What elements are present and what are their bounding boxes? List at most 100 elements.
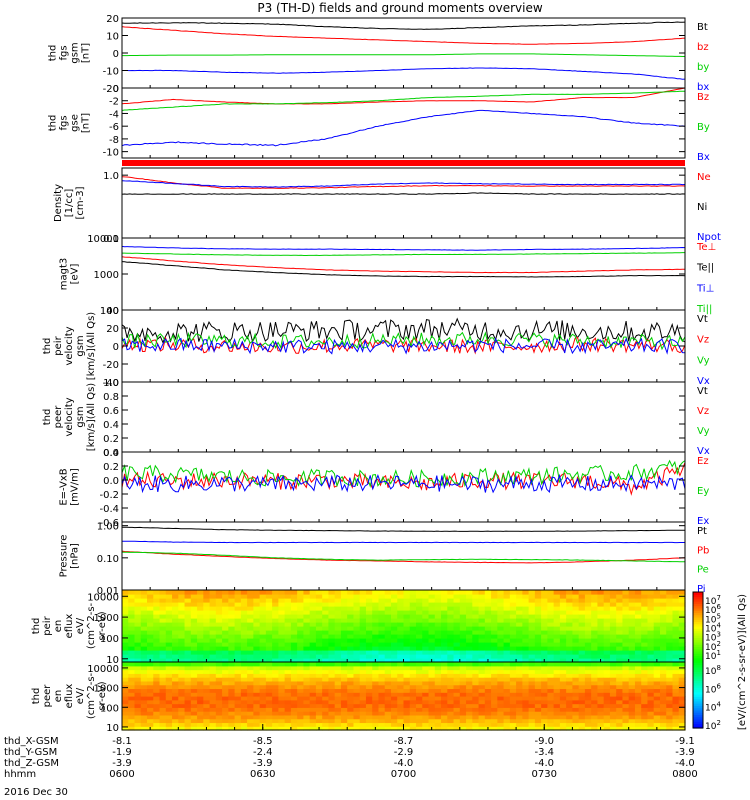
spectrogram-cell bbox=[147, 646, 154, 651]
spectrogram-cell bbox=[122, 622, 129, 627]
spectrogram-cell bbox=[566, 610, 573, 615]
spectrogram-cell bbox=[165, 606, 173, 611]
spectrogram-cell bbox=[240, 726, 248, 731]
spectrogram-cell bbox=[372, 673, 380, 678]
spectrogram-cell bbox=[290, 614, 298, 619]
spectrogram-cell bbox=[591, 634, 599, 639]
spectrogram-cell bbox=[359, 714, 367, 720]
spectrogram-cell bbox=[541, 665, 548, 671]
spectrogram-cell bbox=[147, 606, 154, 611]
spectrogram-cell bbox=[315, 630, 323, 635]
spectrogram-cell bbox=[147, 718, 154, 724]
spectrogram-cell bbox=[591, 606, 599, 611]
spectrogram-cell bbox=[272, 684, 279, 690]
spectrogram-cell bbox=[397, 650, 405, 655]
spectrogram-cell bbox=[122, 722, 129, 727]
spectrogram-cell bbox=[622, 626, 630, 631]
spectrogram-cell bbox=[303, 718, 311, 724]
spectrogram-cell bbox=[653, 703, 661, 708]
spectrogram-cell bbox=[303, 626, 311, 631]
spectrogram-cell bbox=[641, 622, 649, 627]
spectrogram-cell bbox=[459, 622, 467, 627]
spectrogram-cell bbox=[428, 692, 436, 697]
spectrogram-cell bbox=[534, 618, 542, 623]
spectrogram-cell bbox=[497, 594, 505, 599]
spectrogram-cell bbox=[315, 677, 323, 682]
spectrogram-cell bbox=[397, 618, 405, 623]
spectrogram-cell bbox=[215, 642, 223, 647]
spectrogram-cell bbox=[397, 606, 405, 611]
spectrogram-cell bbox=[172, 610, 179, 615]
spectrogram-cell bbox=[278, 606, 286, 611]
spectrogram-cell bbox=[284, 654, 292, 659]
spectrogram-cell bbox=[290, 699, 298, 705]
spectrogram-cell bbox=[472, 692, 480, 697]
spectrogram-cell bbox=[165, 722, 173, 727]
spectrogram-cell bbox=[134, 726, 142, 731]
spectrogram-cell bbox=[503, 692, 511, 697]
spectrogram-cell bbox=[578, 650, 586, 655]
spectrogram-cell bbox=[553, 654, 561, 659]
spectrogram-cell bbox=[578, 684, 586, 690]
spectrogram-cell bbox=[297, 626, 305, 631]
spectrogram-cell bbox=[403, 614, 411, 619]
spectrogram-cell bbox=[441, 722, 448, 727]
spectrogram-cell bbox=[228, 598, 236, 603]
spectrogram-cell bbox=[609, 634, 617, 639]
spectrogram-cell bbox=[484, 642, 492, 647]
spectrogram-cell bbox=[553, 610, 561, 615]
spectrogram-cell bbox=[547, 684, 555, 690]
spectrogram-cell bbox=[416, 718, 423, 724]
spectrogram-cell bbox=[215, 722, 223, 727]
spectrogram-cell bbox=[153, 665, 161, 671]
spectrogram-cell bbox=[672, 642, 680, 647]
spectrogram-cell bbox=[603, 650, 611, 655]
spectrogram-cell bbox=[347, 726, 355, 731]
y-axis-label: E=-VxB[mV/m] bbox=[59, 468, 81, 506]
spectrogram-cell bbox=[309, 677, 317, 682]
spectrogram-cell bbox=[584, 677, 592, 682]
spectrogram-cell bbox=[328, 714, 336, 720]
spectrogram-cell bbox=[378, 726, 386, 731]
spectrogram-cell bbox=[340, 696, 348, 701]
spectrogram-cell bbox=[472, 696, 480, 701]
spectrogram-cell bbox=[584, 594, 592, 599]
spectrogram-cell bbox=[240, 714, 248, 720]
spectrogram-cell bbox=[541, 638, 548, 643]
spectrogram-cell bbox=[159, 646, 167, 651]
spectrogram-cell bbox=[222, 688, 229, 693]
spectrogram-cell bbox=[197, 658, 204, 663]
spectrogram-cell bbox=[672, 714, 680, 720]
spectrogram-cell bbox=[153, 646, 161, 651]
spectrogram-cell bbox=[484, 673, 492, 678]
spectrogram-cell bbox=[547, 594, 555, 599]
spectrogram-cell bbox=[609, 688, 617, 693]
spectrogram-cell bbox=[397, 711, 405, 716]
spectrogram-cell bbox=[159, 626, 167, 631]
spectrogram-cell bbox=[572, 630, 580, 635]
spectrogram-cell bbox=[541, 606, 548, 611]
spectrogram-cell bbox=[240, 634, 248, 639]
spectrogram-cell bbox=[234, 606, 242, 611]
spectrogram-cell bbox=[522, 665, 530, 671]
y-tick-label: 0 bbox=[113, 342, 119, 353]
spectrogram-cell bbox=[378, 642, 386, 647]
spectrogram-cell bbox=[503, 602, 511, 607]
spectrogram-cell bbox=[209, 665, 217, 671]
spectrogram-cell bbox=[259, 626, 267, 631]
colorbar-cell bbox=[693, 675, 703, 679]
spectrogram-cell bbox=[184, 718, 192, 724]
spectrogram-cell bbox=[503, 634, 511, 639]
spectrogram-cell bbox=[597, 722, 605, 727]
spectrogram-cell bbox=[272, 677, 279, 682]
spectrogram-cell bbox=[628, 699, 636, 705]
spectrogram-cell bbox=[678, 610, 686, 615]
spectrogram-cell bbox=[409, 622, 417, 627]
spectrogram-cell bbox=[522, 673, 530, 678]
spectrogram-cell bbox=[222, 590, 229, 595]
spectrogram-cell bbox=[259, 638, 267, 643]
y-tick-label: 0.2 bbox=[103, 434, 119, 445]
spectrogram-cell bbox=[372, 638, 380, 643]
colorbar-tick-label: 106 bbox=[705, 603, 721, 616]
